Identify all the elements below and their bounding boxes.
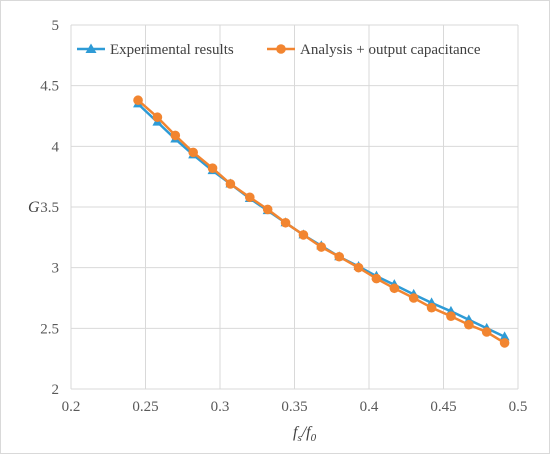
legend: Experimental results Analysis + output c… bbox=[77, 42, 481, 58]
data-point-circle bbox=[262, 204, 273, 215]
data-point-circle bbox=[280, 217, 291, 228]
y-tick-label: 3.5 bbox=[40, 200, 59, 216]
grid-lines bbox=[70, 24, 519, 390]
y-tick-label: 4.5 bbox=[40, 79, 59, 95]
data-point-circle bbox=[152, 112, 163, 123]
series-analysis bbox=[133, 95, 510, 348]
x-tick-label: 0.4 bbox=[360, 399, 379, 415]
x-axis-title: fs/f0 bbox=[293, 424, 317, 444]
data-point-circle bbox=[408, 293, 419, 303]
x-tick-labels: 0.2 0.25 0.3 0.35 0.4 0.45 0.5 bbox=[62, 399, 528, 415]
data-point-circle bbox=[446, 311, 456, 322]
data-point-circle bbox=[298, 230, 309, 240]
y-tick-label: 4 bbox=[52, 139, 60, 155]
x-tick-label: 0.25 bbox=[132, 399, 158, 415]
y-tick-labels: 2 2.5 3 3.5 4 4.5 5 bbox=[40, 18, 59, 398]
legend-label-analysis: Analysis + output capacitance bbox=[300, 42, 481, 58]
data-point-circle bbox=[426, 302, 437, 313]
data-point-circle bbox=[316, 242, 327, 252]
x-tick-label: 0.5 bbox=[509, 399, 528, 415]
data-point-circle bbox=[334, 251, 345, 262]
legend-label-experimental: Experimental results bbox=[110, 42, 234, 58]
legend-marker-triangle bbox=[85, 43, 97, 53]
data-point-circle bbox=[389, 283, 400, 294]
x-tick-label: 0.3 bbox=[211, 399, 230, 415]
series-layer bbox=[133, 95, 510, 348]
series-experimental bbox=[133, 98, 510, 341]
data-point-circle bbox=[170, 130, 181, 141]
y-axis-title: G bbox=[28, 199, 40, 216]
data-point-circle bbox=[225, 179, 236, 189]
x-tick-label: 0.45 bbox=[430, 399, 456, 415]
series-line bbox=[137, 102, 506, 338]
legend-marker-circle bbox=[276, 44, 286, 54]
data-point-circle bbox=[371, 273, 382, 284]
y-tick-label: 2.5 bbox=[40, 321, 59, 337]
y-tick-label: 5 bbox=[52, 18, 60, 34]
data-point-triangle bbox=[499, 331, 510, 341]
series-line bbox=[137, 99, 506, 344]
data-point-circle bbox=[207, 163, 218, 173]
data-point-circle bbox=[133, 95, 143, 106]
data-point-circle bbox=[188, 147, 198, 158]
data-point-circle bbox=[481, 327, 492, 337]
y-tick-label: 3 bbox=[52, 261, 60, 277]
data-point-circle bbox=[499, 338, 510, 348]
data-point-circle bbox=[245, 192, 255, 203]
x-tick-label: 0.2 bbox=[62, 399, 81, 415]
data-point-circle bbox=[464, 319, 474, 330]
data-point-circle bbox=[353, 262, 364, 273]
y-tick-label: 2 bbox=[52, 382, 60, 398]
x-tick-label: 0.35 bbox=[281, 399, 307, 415]
